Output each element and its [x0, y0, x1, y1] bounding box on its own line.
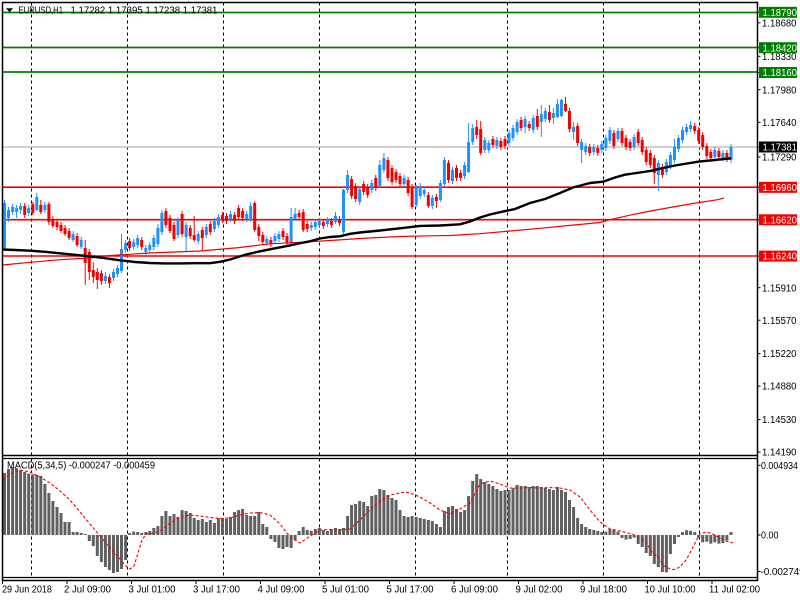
- svg-text:3 Jul 17:00: 3 Jul 17:00: [193, 585, 240, 596]
- svg-text:-0.002749: -0.002749: [761, 567, 800, 578]
- svg-text:5 Jul 17:00: 5 Jul 17:00: [387, 585, 434, 596]
- svg-text:1.16960: 1.16960: [763, 183, 798, 194]
- svg-text:1.17640: 1.17640: [762, 118, 797, 129]
- svg-text:1.17290: 1.17290: [762, 153, 797, 164]
- svg-text:1.14190: 1.14190: [762, 448, 797, 459]
- svg-text:1.18680: 1.18680: [762, 18, 797, 29]
- svg-text:11 Jul 02:00: 11 Jul 02:00: [709, 585, 760, 596]
- svg-text:1.14530: 1.14530: [762, 415, 797, 426]
- svg-text:0.004934: 0.004934: [761, 461, 798, 472]
- svg-text:29 Jun 2018: 29 Jun 2018: [2, 585, 52, 596]
- svg-text:2 Jul 09:00: 2 Jul 09:00: [64, 585, 111, 596]
- svg-text:0.00: 0.00: [761, 531, 779, 542]
- svg-text:MACD(5,34,5) -0.000247 -0.0004: MACD(5,34,5) -0.000247 -0.000459: [7, 461, 155, 472]
- svg-text:1.18420: 1.18420: [763, 43, 798, 54]
- svg-text:EURUSD,H1: EURUSD,H1: [19, 6, 64, 17]
- svg-text:1.17282 1.17395 1.17238 1.1738: 1.17282 1.17395 1.17238 1.17381: [71, 6, 218, 17]
- svg-text:1.18790: 1.18790: [763, 8, 798, 19]
- svg-text:6 Jul 09:00: 6 Jul 09:00: [451, 585, 498, 596]
- svg-text:1.15570: 1.15570: [762, 316, 797, 327]
- svg-text:3 Jul 01:00: 3 Jul 01:00: [129, 585, 176, 596]
- svg-text:1.14880: 1.14880: [762, 382, 797, 393]
- svg-text:4 Jul 09:00: 4 Jul 09:00: [258, 585, 305, 596]
- svg-text:9 Jul 18:00: 9 Jul 18:00: [580, 585, 627, 596]
- svg-text:1.15910: 1.15910: [762, 283, 797, 294]
- svg-text:5 Jul 01:00: 5 Jul 01:00: [322, 585, 369, 596]
- svg-text:1.17980: 1.17980: [762, 85, 797, 96]
- svg-text:1.17381: 1.17381: [763, 143, 798, 154]
- svg-text:1.16620: 1.16620: [763, 215, 798, 226]
- svg-text:9 Jul 02:00: 9 Jul 02:00: [516, 585, 563, 596]
- svg-text:1.18330: 1.18330: [762, 52, 797, 63]
- svg-text:10 Jul 10:00: 10 Jul 10:00: [645, 585, 696, 596]
- svg-text:1.15220: 1.15220: [762, 349, 797, 360]
- svg-text:1.16240: 1.16240: [763, 252, 798, 263]
- svg-text:1.18160: 1.18160: [763, 68, 798, 79]
